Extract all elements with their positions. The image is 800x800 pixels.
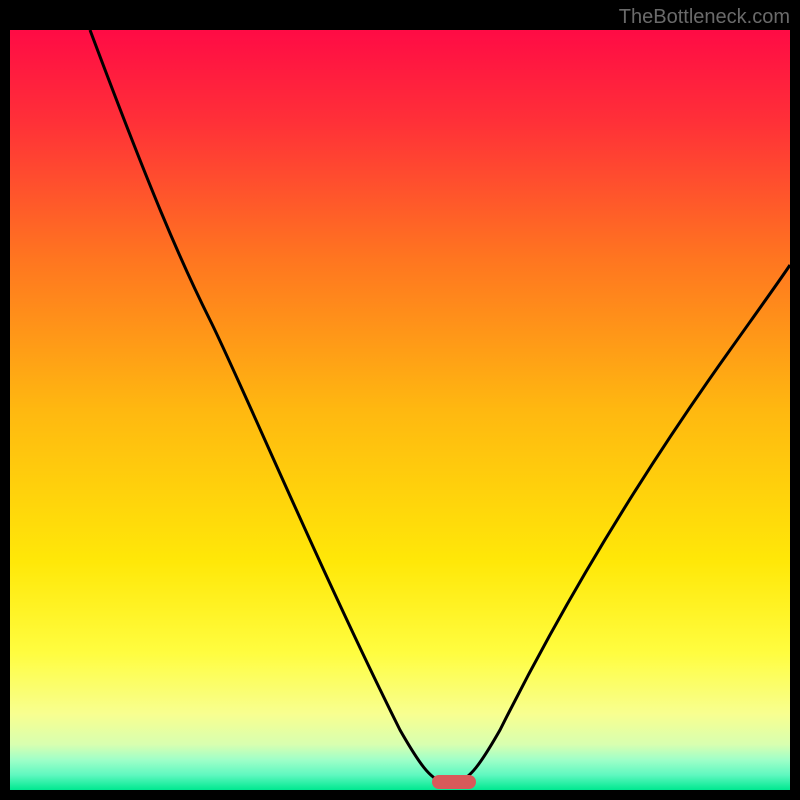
curve-layer <box>10 30 790 790</box>
bottleneck-curve <box>90 30 790 782</box>
bottleneck-chart <box>10 30 790 790</box>
optimal-marker <box>432 775 476 789</box>
watermark-text: TheBottleneck.com <box>619 6 790 29</box>
